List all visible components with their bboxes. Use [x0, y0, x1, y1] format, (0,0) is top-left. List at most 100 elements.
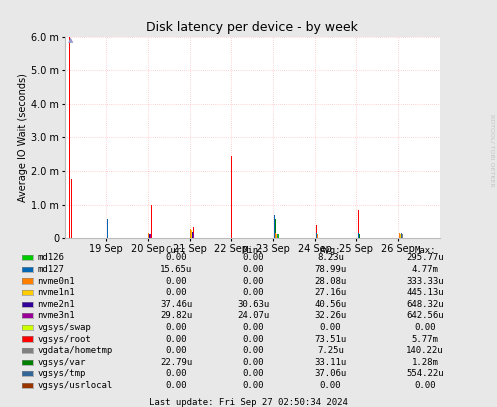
Text: 0.00: 0.00 [243, 288, 264, 297]
Text: 15.65u: 15.65u [161, 265, 192, 274]
Text: 5.77m: 5.77m [412, 335, 438, 344]
Text: nvme2n1: nvme2n1 [37, 300, 75, 309]
Text: 0.00: 0.00 [166, 346, 187, 355]
Text: 0.00: 0.00 [243, 346, 264, 355]
Text: ▲: ▲ [69, 37, 74, 43]
Bar [71, 179, 72, 238]
Text: 140.22u: 140.22u [406, 346, 444, 355]
Bar [193, 228, 194, 238]
Bar [151, 205, 152, 238]
Bar [316, 225, 317, 238]
Text: 37.46u: 37.46u [161, 300, 192, 309]
Text: md126: md126 [37, 253, 64, 263]
Title: Disk latency per device - by week: Disk latency per device - by week [146, 21, 358, 34]
Text: 0.00: 0.00 [166, 369, 187, 379]
Text: 648.32u: 648.32u [406, 300, 444, 309]
Text: nvme3n1: nvme3n1 [37, 311, 75, 320]
Text: 29.82u: 29.82u [161, 311, 192, 320]
Text: 0.00: 0.00 [166, 335, 187, 344]
Text: 0.00: 0.00 [243, 381, 264, 390]
Bar [150, 234, 151, 238]
Text: 295.77u: 295.77u [406, 253, 444, 263]
Text: vgsys/usrlocal: vgsys/usrlocal [37, 381, 112, 390]
Text: 40.56u: 40.56u [315, 300, 346, 309]
Text: 0.00: 0.00 [243, 358, 264, 367]
Bar [359, 234, 360, 238]
Bar [401, 233, 402, 238]
Text: 0.00: 0.00 [320, 381, 341, 390]
Bar [278, 234, 279, 238]
Bar [276, 234, 277, 238]
Text: 445.13u: 445.13u [406, 288, 444, 297]
Text: vgsys/root: vgsys/root [37, 335, 91, 344]
Text: Min:: Min: [243, 246, 264, 255]
Text: nvme0n1: nvme0n1 [37, 276, 75, 286]
Text: 0.00: 0.00 [243, 265, 264, 274]
Text: 0.00: 0.00 [243, 323, 264, 332]
Text: 24.07u: 24.07u [238, 311, 269, 320]
Bar [358, 233, 359, 238]
Text: 7.25u: 7.25u [317, 346, 344, 355]
Text: 0.00: 0.00 [414, 381, 436, 390]
Text: vgsys/swap: vgsys/swap [37, 323, 91, 332]
Text: vgsys/var: vgsys/var [37, 358, 85, 367]
Bar [193, 233, 194, 238]
Text: 554.22u: 554.22u [406, 369, 444, 379]
Text: 333.33u: 333.33u [406, 276, 444, 286]
Bar [275, 233, 276, 238]
Bar [192, 232, 193, 238]
Bar [358, 210, 359, 238]
Text: 37.06u: 37.06u [315, 369, 346, 379]
Text: 0.00: 0.00 [320, 323, 341, 332]
Text: 642.56u: 642.56u [406, 311, 444, 320]
Text: Last update: Fri Sep 27 02:50:34 2024: Last update: Fri Sep 27 02:50:34 2024 [149, 398, 348, 407]
Text: 27.16u: 27.16u [315, 288, 346, 297]
Text: vgdata/hometmp: vgdata/hometmp [37, 346, 112, 355]
Text: 30.63u: 30.63u [238, 300, 269, 309]
Bar [400, 234, 401, 238]
Text: nvme1n1: nvme1n1 [37, 288, 75, 297]
Text: 32.26u: 32.26u [315, 311, 346, 320]
Bar [399, 233, 400, 238]
Bar [148, 233, 149, 238]
Bar [399, 234, 400, 238]
Bar [399, 233, 400, 238]
Text: 22.79u: 22.79u [161, 358, 192, 367]
Text: 0.00: 0.00 [166, 276, 187, 286]
Text: 0.00: 0.00 [166, 381, 187, 390]
Bar [149, 234, 150, 238]
Bar [107, 219, 108, 238]
Bar [149, 234, 150, 238]
Bar [316, 233, 317, 238]
Text: 28.08u: 28.08u [315, 276, 346, 286]
Text: Max:: Max: [414, 246, 436, 255]
Y-axis label: Average IO Wait (seconds): Average IO Wait (seconds) [18, 73, 28, 202]
Text: 0.00: 0.00 [166, 253, 187, 263]
Bar [317, 234, 318, 238]
Text: 0.00: 0.00 [414, 323, 436, 332]
Text: 73.51u: 73.51u [315, 335, 346, 344]
Bar [231, 156, 232, 238]
Text: 0.00: 0.00 [243, 369, 264, 379]
Text: 0.00: 0.00 [243, 335, 264, 344]
Text: md127: md127 [37, 265, 64, 274]
Bar [277, 234, 278, 238]
Text: 0.00: 0.00 [166, 323, 187, 332]
Text: 33.11u: 33.11u [315, 358, 346, 367]
Bar [402, 234, 403, 238]
Text: Cur:: Cur: [166, 246, 187, 255]
Text: 0.00: 0.00 [243, 276, 264, 286]
Bar [274, 215, 275, 238]
Text: vgsys/tmp: vgsys/tmp [37, 369, 85, 379]
Text: 1.28m: 1.28m [412, 358, 438, 367]
Text: 4.77m: 4.77m [412, 265, 438, 274]
Text: ▷: ▷ [0, 406, 1, 407]
Text: 0.00: 0.00 [243, 253, 264, 263]
Text: 8.23u: 8.23u [317, 253, 344, 263]
Text: Avg:: Avg: [320, 246, 341, 255]
Text: 0.00: 0.00 [166, 288, 187, 297]
Bar [191, 230, 192, 238]
Text: 78.99u: 78.99u [315, 265, 346, 274]
Text: RDTOOL/ TOBI OETKER: RDTOOL/ TOBI OETKER [490, 114, 495, 187]
Bar [190, 230, 191, 238]
